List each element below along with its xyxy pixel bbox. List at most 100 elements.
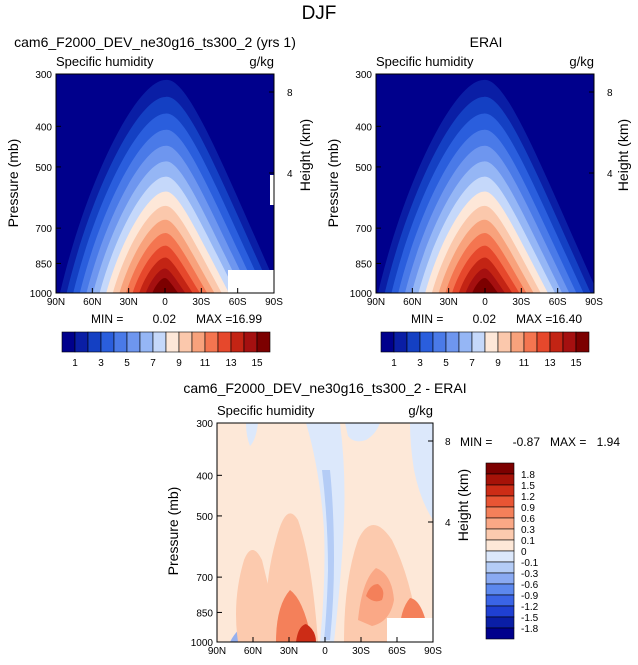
colorbar-swatch [152,331,167,353]
panel-model-left-label: Specific humidity [56,54,154,69]
colorbar-swatch [485,605,515,618]
panel-obs-units: g/kg [569,54,594,69]
colorbar-label: 0.1 [521,536,535,547]
panel-diff-max-label: MAX = [550,435,586,449]
colorbar-swatch [485,473,515,486]
panel-obs: ERAI Specific humidity g/kg 90N 60N 30N 0 30… [325,34,631,369]
colorbar-swatch [536,331,551,353]
right-tick-label: 4 [287,169,293,180]
right-tick-label: 8 [445,437,451,448]
panel-obs-ylabel-right: Height (km) [615,119,631,191]
colorbar-swatch [485,539,515,552]
x-tick-label: 60N [83,297,101,308]
panel-obs-title: ERAI [470,34,503,50]
colorbar-swatch [230,331,245,353]
panel-obs-max-value: 16.40 [552,312,582,326]
panel-diff-positive-areas [236,513,430,642]
colorbar-swatch [178,331,193,353]
y-tick-label: 300 [35,70,52,81]
panel-obs-min-label: MIN = [411,312,443,326]
colorbar-label: 1 [72,358,78,369]
right-tick-label: 8 [287,88,293,99]
diff-neg-right-edge [410,423,433,520]
panel-diff-axes: 90N 60N 30N 0 30S 60S 90S 300 400 500 700 850 1000 8 4 [191,419,451,657]
y-tick-label: 1000 [350,289,373,300]
y-tick-label: 850 [35,259,52,270]
colorbar-label: 3 [417,358,423,369]
colorbar-label: 9 [495,358,501,369]
panel-obs-axes: 90N 60N 30N 0 30S 60S 90S 300 400 500 700 850 1000 8 4 [350,70,613,308]
colorbar-swatch [87,331,102,353]
colorbar-label: -0.9 [521,591,539,602]
panel-model-max-label: MAX = [196,312,232,326]
panel-obs-field [376,74,594,293]
contour-level-15 [472,278,499,293]
y-tick-label: 500 [355,163,372,174]
colorbar-swatch [485,627,515,640]
colorbar-label: 1.8 [521,470,535,481]
x-tick-label: 90S [424,646,442,657]
y-tick-label: 850 [196,608,213,619]
colorbar-label: 15 [570,358,582,369]
panel-obs-min-value: 0.02 [473,312,497,326]
x-tick-label: 30S [192,297,210,308]
y-tick-label: 700 [355,224,372,235]
colorbar-swatch [485,506,515,519]
colorbar-swatch [243,331,258,353]
colorbar-swatch [510,331,525,353]
colorbar-label: 13 [544,358,556,369]
panel-model-ylabel: Pressure (mb) [5,139,21,228]
x-tick-label: 0 [482,297,488,308]
y-tick-label: 400 [196,471,213,482]
panel-model: cam6_F2000_DEV_ne30g16_ts300_2 (yrs 1) S… [5,34,313,369]
panel-model-title: cam6_F2000_DEV_ne30g16_ts300_2 (yrs 1) [14,34,296,50]
colorbar-swatch [485,528,515,541]
y-tick-label: 1000 [30,289,53,300]
y-tick-label: 700 [35,224,52,235]
colorbar-swatch [485,572,515,585]
colorbar-swatch [562,331,577,353]
panel-diff: cam6_F2000_DEV_ne30g16_ts300_2 - ERAI Sp… [165,380,620,657]
panel-model-min-value: 0.02 [153,312,177,326]
diff-pos-nh-plume [266,513,318,642]
colorbar-swatch [523,331,538,353]
colorbar-label: 11 [200,358,211,369]
colorbar-swatch [139,331,154,353]
panel-obs-max-label: MAX = [516,312,552,326]
x-tick-label: 90N [47,297,65,308]
right-tick-label: 8 [607,88,613,99]
contour-level-15 [152,278,179,293]
colorbar-label: 1.5 [521,481,535,492]
panel-diff-colorbar: 1.81.51.20.90.60.30.10-0.1-0.3-0.6-0.9-1… [485,462,539,640]
panel-diff-title: cam6_F2000_DEV_ne30g16_ts300_2 - ERAI [183,380,466,396]
panel-obs-contours [378,79,594,293]
x-tick-label: 60N [244,646,262,657]
y-tick-label: 700 [196,573,213,584]
colorbar-swatch [497,331,512,353]
colorbar-label: 3 [98,358,104,369]
y-tick-label: 300 [355,70,372,81]
x-tick-label: 90N [208,646,226,657]
colorbar-swatch [100,331,115,353]
panel-model-ylabel-right: Height (km) [297,119,313,191]
x-tick-label: 60N [403,297,421,308]
x-tick-label: 90N [367,297,385,308]
diff-pos-sh-max [366,584,384,602]
colorbar-swatch [445,331,460,353]
colorbar-swatch [380,331,395,353]
x-tick-label: 0 [162,297,168,308]
panel-diff-min-value: -0.87 [513,435,541,449]
x-tick-label: 30S [352,646,370,657]
panel-diff-ylabel: Pressure (mb) [165,487,181,576]
colorbar-label: 7 [150,358,156,369]
panel-model-field [56,74,274,293]
y-tick-label: 850 [355,259,372,270]
y-tick-label: 300 [196,419,213,430]
colorbar-label: -0.1 [521,558,539,569]
x-tick-label: 30N [280,646,298,657]
panel-diff-left-label: Specific humidity [217,403,315,418]
x-tick-label: 60S [549,297,567,308]
y-tick-label: 400 [35,122,52,133]
diff-neg-top-left [246,423,258,446]
x-tick-label: 90S [585,297,603,308]
